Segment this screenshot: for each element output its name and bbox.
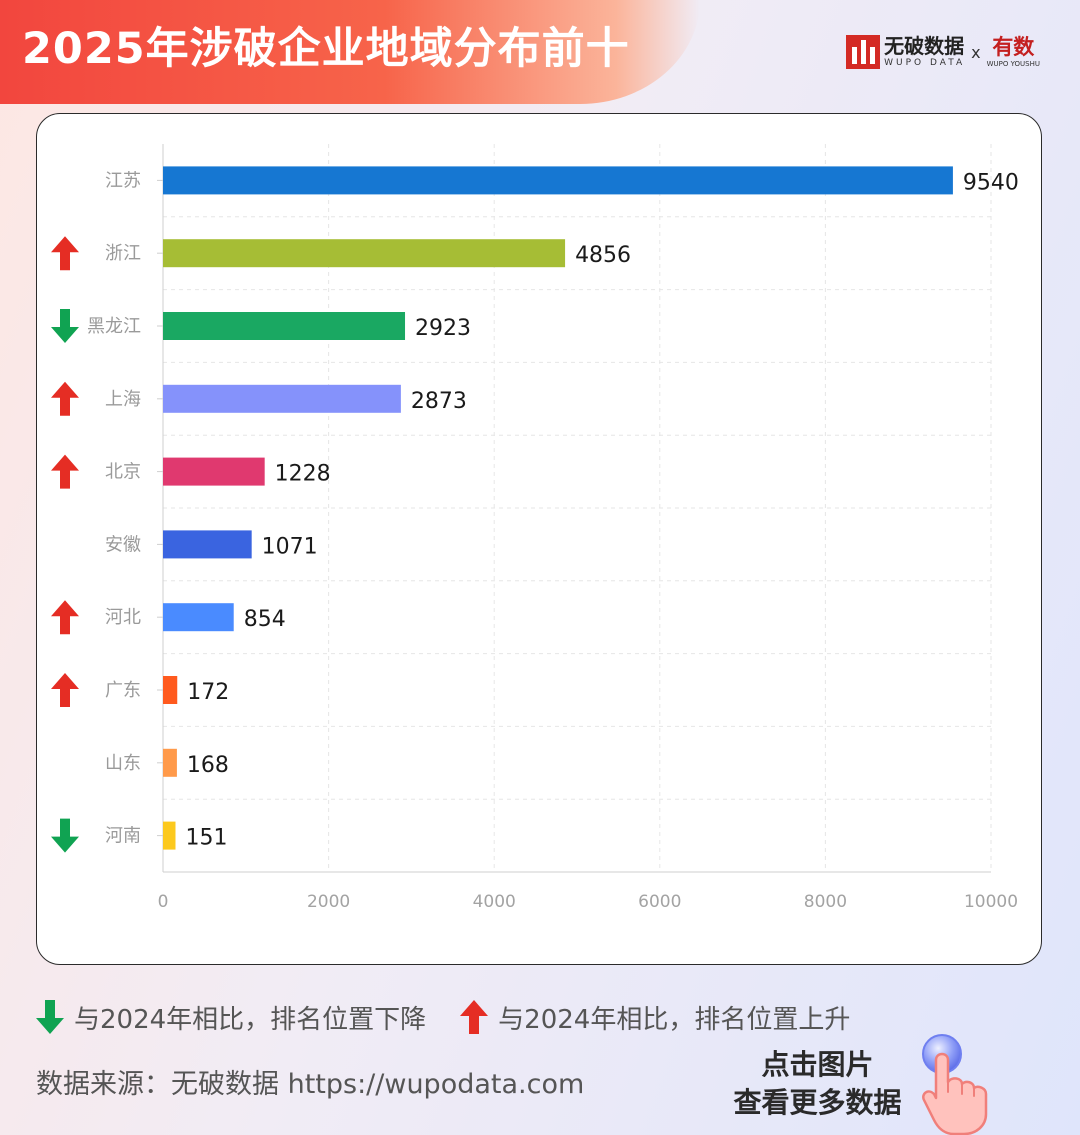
legend-item-down: 与2024年相比，排名位置下降: [36, 999, 426, 1036]
bar: [163, 239, 566, 268]
category-label: 山东: [105, 753, 141, 774]
data-label: 9540: [963, 170, 1019, 195]
data-label: 1228: [275, 462, 331, 487]
cta-line-1[interactable]: 点击图片: [761, 1048, 874, 1081]
partner-brand-name: 有数: [992, 34, 1035, 59]
data-label: 172: [187, 680, 229, 705]
category-label: 安徽: [105, 534, 141, 555]
data-source[interactable]: 数据来源：无破数据 https://wupodata.com: [36, 1069, 585, 1100]
category-label: 黑龙江: [87, 316, 141, 337]
arrow-up-icon: [51, 600, 79, 635]
arrow-up-icon: [51, 236, 79, 271]
category-label: 广东: [105, 680, 141, 701]
bar: [163, 457, 265, 486]
brand-separator: x: [971, 42, 981, 62]
arrow-up-icon: [460, 1000, 489, 1034]
data-label: 168: [187, 753, 229, 778]
brand-subtitle: WUPO DATA: [884, 58, 966, 68]
data-label: 854: [244, 607, 286, 632]
legend: 与2024年相比，排名位置下降 与2024年相比，排名位置上升: [36, 996, 884, 1038]
category-label: 浙江: [105, 243, 141, 264]
arrow-up-icon: [51, 454, 79, 489]
x-tick-label: 2000: [307, 892, 350, 912]
bar-chart: 0 2000 4000 6000 8000 10000 江苏 9540 浙江 4856 黑龙江 292…: [51, 144, 1019, 912]
data-label: 2873: [411, 389, 467, 414]
category-label: 上海: [105, 389, 141, 410]
cta-text[interactable]: 点击图片 查看更多数据: [720, 1046, 915, 1122]
bar: [163, 384, 401, 413]
category-label: 北京: [105, 462, 141, 483]
x-tick-label: 8000: [804, 892, 847, 912]
legend-up-label: 与2024年相比，排名位置上升: [498, 1004, 851, 1035]
bar: [163, 530, 252, 559]
legend-item-up: 与2024年相比，排名位置上升: [460, 999, 850, 1036]
x-tick-label: 10000: [964, 892, 1018, 912]
bar: [163, 821, 176, 850]
data-label: 151: [186, 826, 228, 851]
pointing-hand-icon[interactable]: [918, 1030, 1004, 1135]
x-tick-label: 4000: [473, 892, 516, 912]
arrow-down-icon: [36, 1000, 64, 1034]
brand-logo[interactable]: 无破数据 WUPO DATA x 有数 WUPO YOUSHU: [846, 30, 1040, 74]
bar: [163, 166, 953, 195]
arrow-down-icon: [51, 309, 79, 343]
page-title: 2025年涉破企业地域分布前十: [22, 24, 630, 74]
data-label: 4856: [575, 243, 631, 268]
category-label: 河北: [105, 607, 141, 628]
cta-line-2[interactable]: 查看更多数据: [733, 1086, 902, 1119]
category-label: 江苏: [105, 170, 141, 191]
chart-card: 0 2000 4000 6000 8000 10000 江苏 9540 浙江 4856 黑龙江 292…: [36, 113, 1042, 965]
arrow-up-icon: [51, 673, 79, 707]
x-tick-label: 6000: [638, 892, 681, 912]
data-label: 2923: [415, 316, 471, 341]
bar: [163, 603, 234, 632]
bar: [163, 676, 178, 704]
category-label: 河南: [105, 826, 141, 847]
arrow-up-icon: [51, 381, 79, 416]
brand-name: 无破数据: [884, 34, 965, 58]
legend-down-label: 与2024年相比，排名位置下降: [74, 1004, 427, 1035]
arrow-down-icon: [51, 818, 79, 853]
bar: [163, 748, 177, 777]
bar: [163, 312, 406, 340]
data-label: 1071: [262, 534, 318, 559]
title-banner: [0, 0, 700, 104]
wupo-logo-icon: [846, 35, 881, 69]
x-tick-label: 0: [158, 892, 169, 912]
partner-brand-subtitle: WUPO YOUSHU: [986, 59, 1040, 68]
